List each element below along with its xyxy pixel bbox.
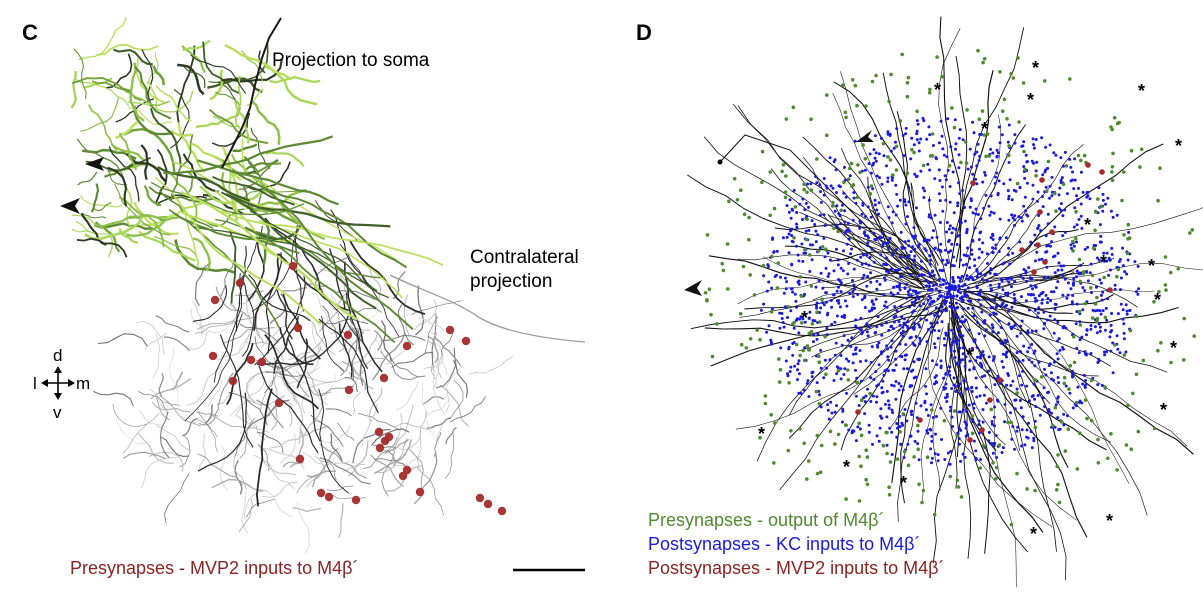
- asterisk-mark: *: [981, 119, 988, 139]
- asterisk-mark: *: [1106, 511, 1113, 531]
- panel-c-mvp2-synapses: [208, 261, 507, 516]
- arrowhead-d-top: [856, 130, 874, 142]
- panel-d-kc-synapses: [759, 116, 1141, 466]
- panel-c-green-arbor: [70, 17, 444, 344]
- arrowhead-lower: [60, 198, 80, 214]
- panel-c: C Projection to soma Contralateral proje…: [22, 17, 586, 578]
- contralateral-label-line1: Contralateral: [470, 247, 579, 268]
- axis-dorsal-label: d: [53, 346, 62, 365]
- asterisk-mark: *: [934, 80, 941, 100]
- asterisk-mark: *: [1175, 136, 1182, 156]
- panel-d-stars: * * * * * * * * * * * * * * * * * * *: [758, 58, 1182, 544]
- asterisk-mark: *: [1032, 58, 1039, 78]
- soma-marker: [717, 159, 723, 165]
- projection-to-soma-path: [221, 17, 282, 169]
- panel-c-legend: Presynapses - MVP2 inputs to M4β´: [70, 558, 358, 578]
- panel-d-mvp2-synapses: [855, 162, 1113, 443]
- asterisk-mark: *: [1154, 290, 1161, 310]
- asterisk-mark: *: [966, 345, 973, 365]
- arrowhead-d-left: [684, 280, 702, 296]
- asterisk-mark: *: [1027, 90, 1034, 110]
- legend-mvp2: Postsynapses - MVP2 inputs to M4β´: [648, 558, 944, 578]
- asterisk-mark: *: [1148, 256, 1155, 276]
- asterisk-mark: *: [1030, 524, 1037, 544]
- arrowhead-upper: [85, 157, 104, 171]
- legend-output: Presynapses - output of M4β´: [648, 510, 884, 530]
- axis-ventral-label: v: [53, 403, 62, 422]
- orientation-compass: d v l m: [33, 346, 90, 422]
- asterisk-mark: *: [843, 457, 850, 477]
- panel-d: D * * * * * * * * * * * * * * * * * * * Presynapses - outp…: [636, 16, 1203, 588]
- panel-d-output-synapses: [703, 48, 1196, 527]
- panel-c-letter: C: [22, 20, 38, 45]
- axis-lateral-label: l: [33, 374, 37, 393]
- contralateral-projection-path: [389, 274, 586, 343]
- panel-d-skeleton: [687, 16, 1203, 588]
- legend-kc: Postsynapses - KC inputs to M4β´: [648, 534, 920, 554]
- axis-medial-label: m: [76, 374, 90, 393]
- asterisk-mark: *: [1084, 215, 1091, 235]
- asterisk-mark: *: [1170, 338, 1177, 358]
- asterisk-mark: *: [801, 308, 808, 328]
- asterisk-mark: *: [900, 473, 907, 493]
- asterisk-mark: *: [1100, 252, 1107, 272]
- asterisk-mark: *: [1138, 81, 1145, 101]
- panel-c-gray-arbor: [93, 257, 514, 554]
- asterisk-mark: *: [758, 424, 765, 444]
- asterisk-mark: *: [1160, 400, 1167, 420]
- contralateral-label-line2: projection: [470, 271, 552, 292]
- panel-d-letter: D: [636, 20, 652, 45]
- projection-to-soma-label: Projection to soma: [272, 50, 430, 71]
